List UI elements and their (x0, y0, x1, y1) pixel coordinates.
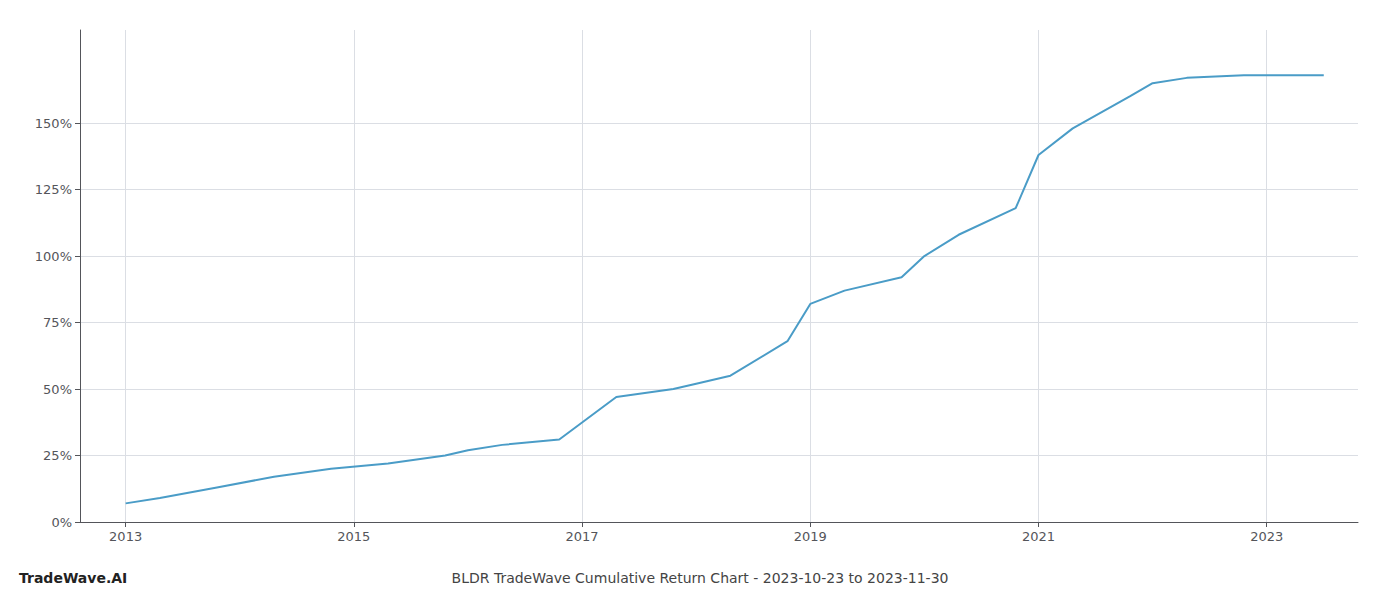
svg-text:0%: 0% (51, 515, 72, 530)
svg-text:50%: 50% (43, 382, 72, 397)
svg-text:150%: 150% (35, 116, 72, 131)
svg-text:2013: 2013 (109, 529, 142, 544)
svg-text:100%: 100% (35, 249, 72, 264)
svg-text:2017: 2017 (566, 529, 599, 544)
svg-text:2015: 2015 (337, 529, 370, 544)
svg-text:TradeWave.AI: TradeWave.AI (19, 570, 127, 586)
svg-text:125%: 125% (35, 182, 72, 197)
svg-text:2019: 2019 (794, 529, 827, 544)
svg-text:25%: 25% (43, 448, 72, 463)
svg-text:2023: 2023 (1250, 529, 1283, 544)
svg-text:75%: 75% (43, 315, 72, 330)
svg-text:2021: 2021 (1022, 529, 1055, 544)
svg-text:BLDR TradeWave Cumulative Retu: BLDR TradeWave Cumulative Return Chart -… (452, 570, 949, 586)
